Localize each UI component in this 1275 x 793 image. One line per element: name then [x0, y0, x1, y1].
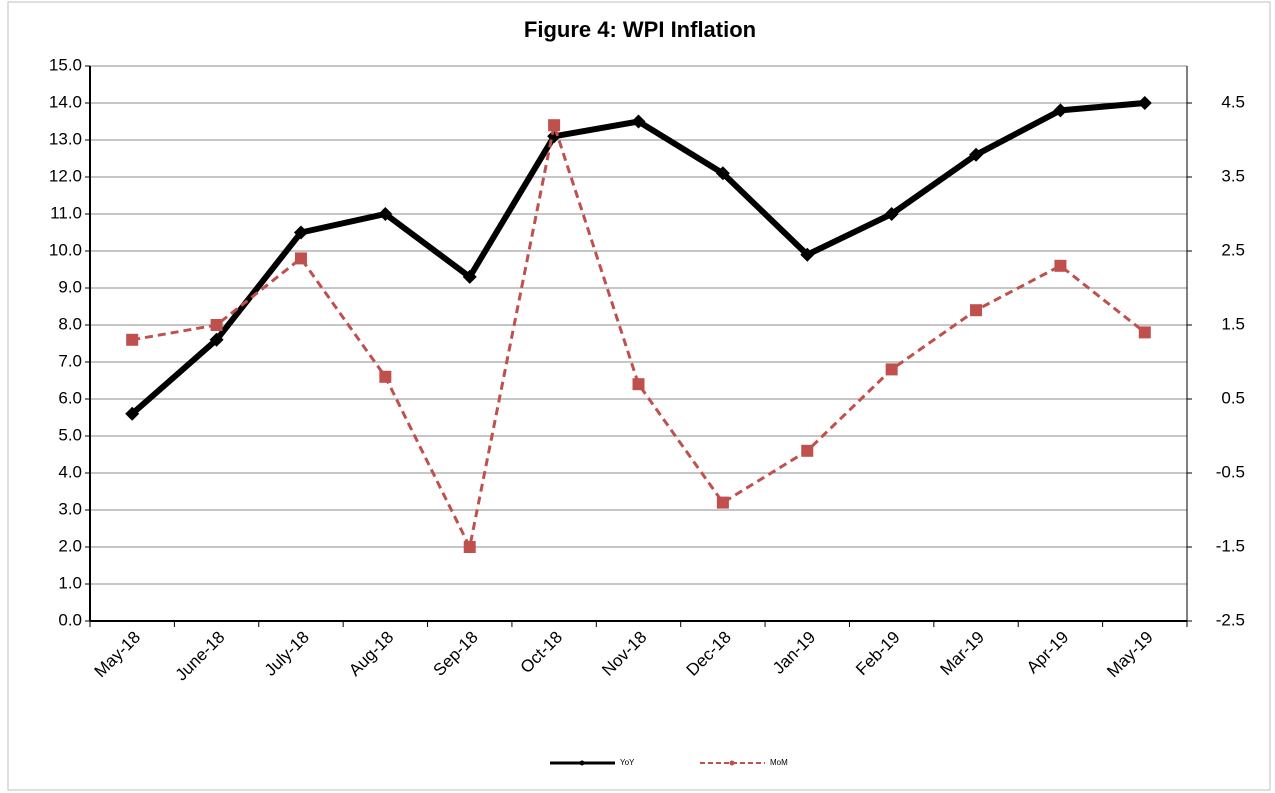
chart-title: Figure 4: WPI Inflation: [524, 17, 756, 42]
marker: [1137, 96, 1152, 110]
marker: [548, 119, 561, 132]
y-tick-label: 15.0: [49, 55, 82, 74]
y-tick-label: 5.0: [58, 425, 82, 444]
y2-tick-label: 1.5: [1221, 314, 1245, 333]
marker: [293, 225, 308, 240]
marker: [379, 370, 392, 383]
marker: [970, 304, 983, 317]
y-tick-label: 6.0: [58, 388, 82, 407]
marker: [715, 166, 730, 181]
y-tick-label: 2.0: [58, 536, 82, 555]
marker: [801, 444, 814, 457]
marker: [378, 207, 393, 221]
legend-label: MoM: [770, 758, 788, 767]
y-tick-label: 7.0: [58, 351, 82, 370]
marker: [1138, 326, 1151, 339]
y-tick-label: 14.0: [49, 92, 82, 111]
y2-tick-label: -0.5: [1216, 462, 1245, 481]
legend-marker: [579, 760, 585, 766]
y2-tick-label: -2.5: [1216, 610, 1245, 629]
y-tick-label: 10.0: [49, 240, 82, 259]
marker: [1054, 259, 1067, 272]
marker: [294, 252, 307, 265]
marker: [125, 406, 140, 421]
y-tick-label: 3.0: [58, 499, 82, 518]
marker: [632, 378, 645, 391]
y-tick-label: 9.0: [58, 277, 82, 296]
y-tick-label: 0.0: [58, 610, 82, 629]
marker: [969, 147, 984, 162]
marker: [209, 332, 224, 347]
marker: [885, 363, 898, 376]
y-tick-label: 4.0: [58, 462, 82, 481]
y2-tick-label: 0.5: [1221, 388, 1245, 407]
marker: [631, 114, 646, 129]
legend-marker: [729, 760, 735, 766]
legend-label: YoY: [620, 758, 635, 767]
marker: [800, 247, 815, 262]
y2-tick-label: 4.5: [1221, 92, 1245, 111]
y2-tick-label: 2.5: [1221, 240, 1245, 259]
marker: [1053, 103, 1068, 118]
marker: [463, 541, 476, 553]
marker: [126, 333, 139, 346]
y-tick-label: 1.0: [58, 573, 82, 592]
y2-tick-label: 3.5: [1221, 166, 1245, 185]
marker: [884, 207, 899, 221]
marker: [462, 269, 477, 284]
marker: [716, 496, 729, 509]
y-tick-label: 11.0: [50, 203, 82, 222]
y-tick-label: 12.0: [49, 166, 82, 185]
chart-border: [7, 1, 1271, 791]
y-tick-label: 13.0: [49, 129, 82, 148]
marker: [210, 319, 223, 331]
y-tick-label: 8.0: [58, 314, 82, 333]
y2-tick-label: -1.5: [1216, 536, 1245, 555]
